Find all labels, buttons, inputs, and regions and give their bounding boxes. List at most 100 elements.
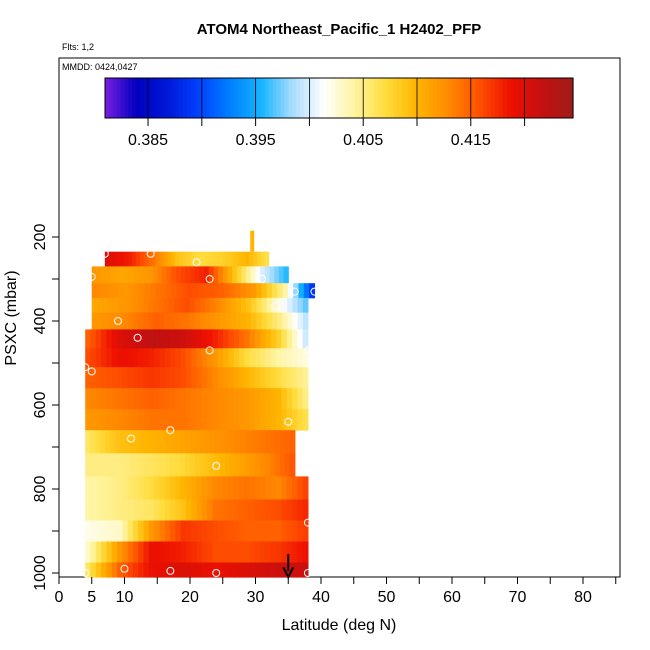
- heat-cell: [244, 562, 251, 578]
- heat-cell: [145, 453, 151, 477]
- heat-cell: [190, 430, 196, 454]
- heat-cell: [96, 297, 103, 313]
- heat-cell: [105, 266, 112, 284]
- heat-cell: [291, 476, 298, 500]
- heat-cell: [260, 367, 267, 389]
- heat-cell: [276, 367, 282, 389]
- heat-cell: [175, 453, 181, 477]
- heat-cell: [117, 476, 123, 500]
- heat-cell: [95, 348, 102, 368]
- heat-cell: [185, 499, 192, 521]
- colorbar-segment: [436, 78, 441, 118]
- heat-cell: [163, 297, 170, 313]
- heat-cell: [212, 348, 219, 368]
- y-axis-label: PSXC (mbar): [3, 270, 20, 365]
- heat-cell: [191, 388, 198, 410]
- heat-cell: [85, 476, 92, 500]
- heat-cell: [105, 453, 111, 477]
- heat-cell: [207, 520, 214, 542]
- heat-cell: [85, 541, 92, 563]
- sample-point: [87, 272, 96, 281]
- heat-cell: [250, 283, 257, 299]
- y-tick-label: 1000: [32, 555, 49, 591]
- heat-cell: [254, 329, 261, 349]
- heat-cell: [101, 266, 107, 284]
- heat-cell: [140, 453, 146, 477]
- heat-cell: [246, 297, 252, 313]
- heat-cell: [184, 297, 191, 313]
- heat-cell: [164, 367, 171, 389]
- heat-cell: [244, 329, 251, 349]
- heat-cell: [223, 329, 229, 349]
- heat-cell: [254, 520, 261, 542]
- heat-cell: [208, 266, 214, 284]
- heat-cell: [85, 562, 92, 578]
- x-tick-label: 80: [574, 589, 592, 606]
- colorbar-segment: [432, 78, 438, 118]
- heat-cell: [117, 520, 123, 542]
- heat-cell: [277, 297, 283, 313]
- heat-cell: [233, 409, 240, 431]
- colorbar-segment: [557, 78, 562, 118]
- heat-cell: [276, 348, 282, 368]
- heat-cell: [241, 251, 246, 267]
- heat-cell: [234, 430, 241, 454]
- heat-cell: [95, 453, 101, 477]
- colorbar-segment: [323, 78, 328, 118]
- heat-cell: [138, 297, 144, 313]
- heat-cell: [190, 453, 196, 477]
- heat-cell: [122, 348, 129, 368]
- heat-cell: [238, 562, 245, 578]
- heat-cell: [281, 541, 288, 563]
- heat-cell: [233, 499, 240, 521]
- heat-cell: [143, 409, 150, 431]
- heat-cell: [127, 409, 134, 431]
- sample-points: [81, 249, 319, 577]
- sample-point: [303, 346, 312, 355]
- heat-cell: [212, 541, 219, 563]
- heat-cell: [111, 499, 118, 521]
- heat-cell: [233, 562, 240, 578]
- heat-cell: [180, 453, 186, 477]
- heat-cell: [233, 348, 240, 368]
- heat-cell: [220, 312, 227, 330]
- heat-cell: [90, 476, 97, 500]
- colorbar-segment: [155, 78, 161, 118]
- heat-cell: [297, 367, 304, 389]
- heat-cell: [196, 409, 203, 431]
- sample-point: [310, 287, 319, 296]
- heat-cell: [132, 251, 137, 267]
- colorbar-segment: [206, 78, 211, 118]
- heat-cell: [201, 388, 208, 410]
- heat-cell: [148, 297, 155, 313]
- heat-cell: [276, 388, 282, 410]
- heat-cell: [282, 283, 289, 299]
- heat-cell: [270, 499, 277, 521]
- heat-cell: [281, 476, 288, 500]
- colorbar-segment: [541, 78, 547, 118]
- heat-cell: [289, 430, 296, 454]
- heat-cell: [286, 562, 293, 578]
- heat-cell: [199, 266, 205, 284]
- heat-cell: [111, 562, 118, 578]
- heat-cell: [132, 367, 139, 389]
- heat-cell: [122, 409, 129, 431]
- heat-cell: [191, 541, 198, 563]
- heat-cell: [223, 388, 229, 410]
- colorbar-segment: [303, 78, 309, 118]
- heat-cell: [95, 367, 102, 389]
- colorbar-segment: [385, 78, 391, 118]
- heat-cell: [260, 409, 267, 431]
- colorbar-segment: [463, 78, 469, 118]
- heat-cell: [291, 348, 298, 368]
- colorbar-segment: [514, 78, 519, 118]
- heat-cell: [185, 266, 191, 284]
- heat-cell: [148, 562, 155, 578]
- heat-cell: [117, 499, 123, 521]
- heat-cell: [241, 312, 247, 330]
- heat-cell: [143, 388, 150, 410]
- heat-cell: [254, 348, 261, 368]
- heat-cell: [297, 297, 304, 313]
- heat-cell: [190, 266, 196, 284]
- sample-point: [81, 569, 90, 577]
